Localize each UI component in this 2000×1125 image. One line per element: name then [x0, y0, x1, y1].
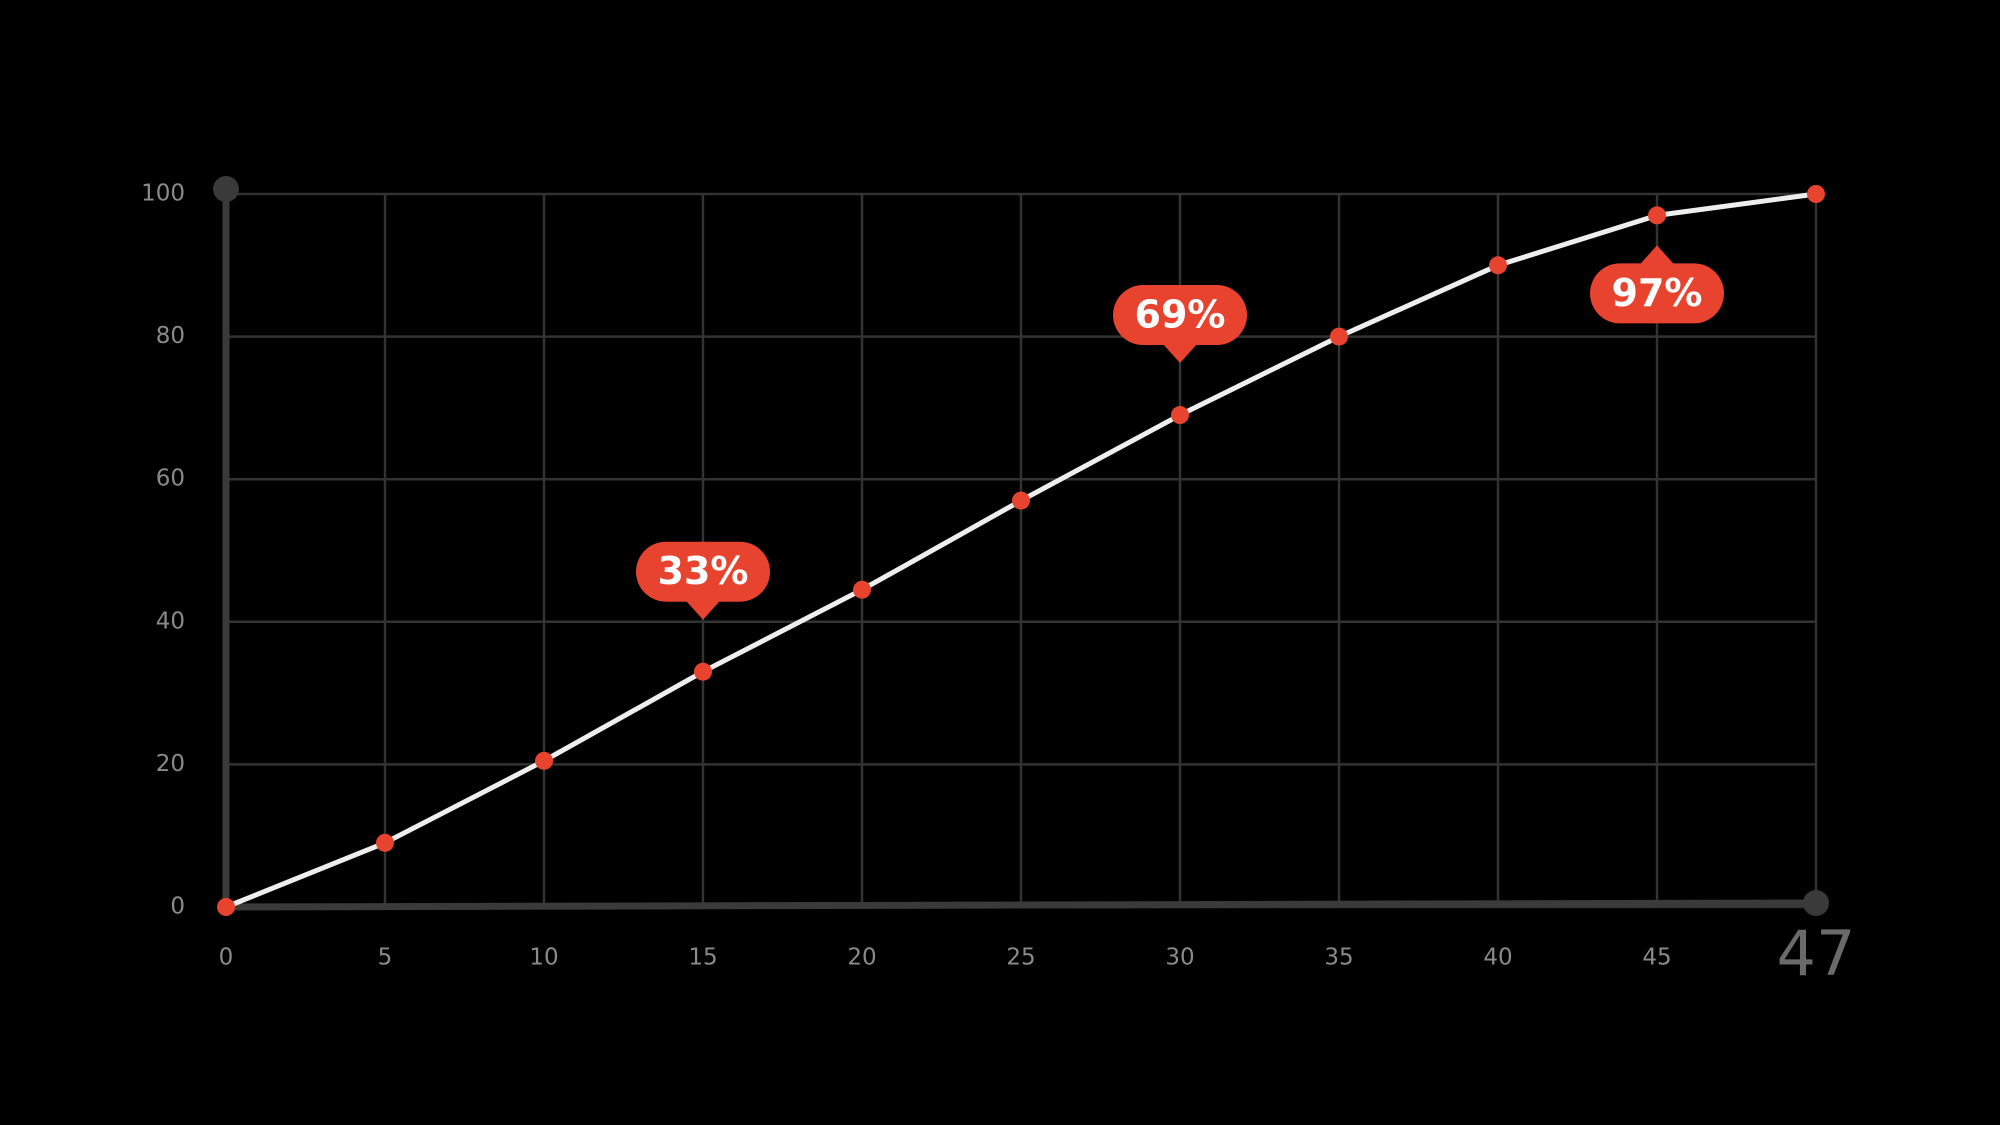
x-tick-label: 0	[219, 945, 234, 971]
data-point	[376, 833, 394, 852]
x-tick-label: 25	[1006, 945, 1035, 971]
x-tick-label: 40	[1483, 945, 1512, 971]
y-tick-label: 80	[156, 323, 185, 349]
x-tick-label: 5	[378, 945, 393, 971]
data-point	[853, 580, 871, 599]
data-point	[1648, 206, 1666, 225]
x-tick-label: 20	[847, 945, 876, 971]
x-tick-label: 47	[1777, 917, 1856, 990]
data-label: 33%	[658, 549, 749, 593]
axis-end-dot	[213, 176, 239, 202]
y-tick-label: 100	[141, 181, 185, 207]
x-tick-label: 15	[688, 945, 717, 971]
data-point	[1171, 406, 1189, 425]
y-tick-label: 20	[156, 751, 185, 777]
data-point	[1012, 491, 1030, 510]
data-point	[217, 898, 235, 916]
y-tick-label: 0	[170, 894, 185, 920]
data-label: 69%	[1135, 293, 1226, 337]
x-axis	[225, 899, 1817, 911]
y-tick-label: 60	[156, 466, 185, 492]
axis-end-dot	[1803, 890, 1829, 916]
y-tick-label: 40	[156, 608, 185, 634]
label-pointer	[685, 599, 721, 620]
data-point	[1489, 256, 1507, 275]
label-pointer	[1162, 343, 1198, 364]
data-point	[694, 662, 712, 681]
label-pointer	[1639, 245, 1675, 266]
data-point	[1807, 185, 1825, 203]
label-bubble	[1590, 263, 1724, 324]
data-point	[1330, 327, 1348, 346]
x-tick-label: 35	[1324, 945, 1353, 971]
label-bubble	[1113, 285, 1247, 346]
data-point	[535, 751, 553, 770]
x-tick-label: 10	[529, 945, 558, 971]
x-tick-label: 30	[1165, 945, 1194, 971]
x-tick-label: 45	[1642, 945, 1671, 971]
data-label: 97%	[1612, 271, 1703, 315]
label-bubble	[636, 541, 770, 602]
